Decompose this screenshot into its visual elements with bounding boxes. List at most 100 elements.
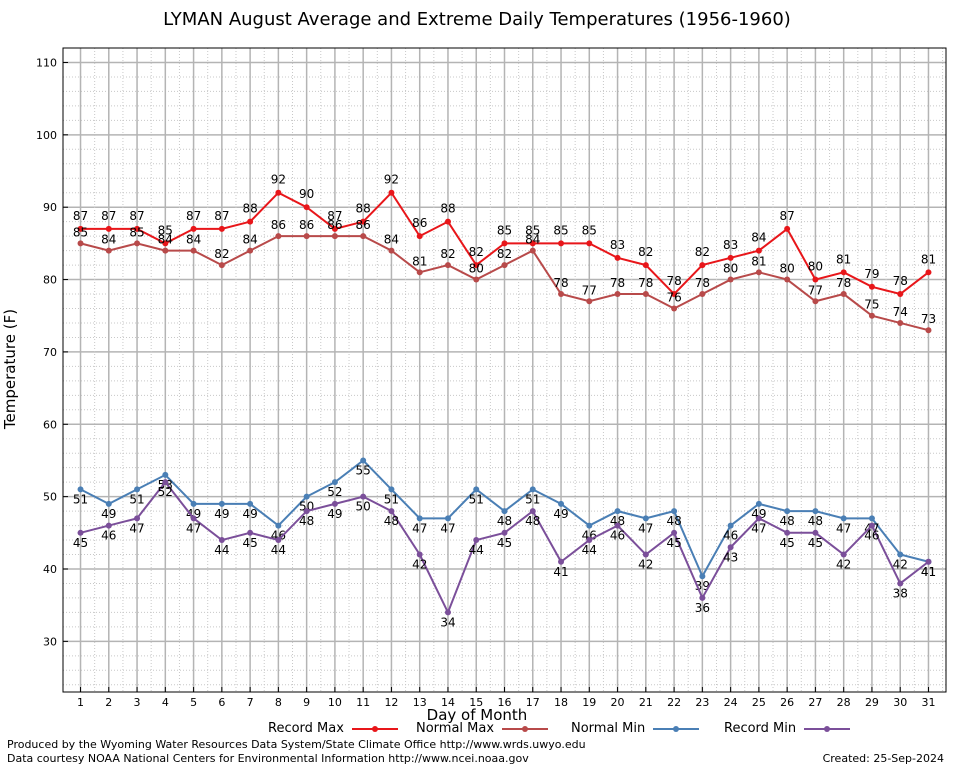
data-label: 88 [440,202,455,216]
data-point [388,189,395,196]
legend-swatch-icon [351,725,398,732]
data-label: 45 [497,536,512,550]
data-point [247,247,254,254]
data-label: 55 [356,463,371,477]
data-point [501,508,508,515]
data-point [473,276,480,283]
x-tick-label: 29 [865,696,879,709]
data-point [558,558,565,565]
created-date: Created: 25-Sep-2024 [822,752,944,765]
x-tick-label: 21 [639,696,653,709]
data-point [416,269,423,276]
y-tick-label: 30 [43,635,57,648]
y-tick-label: 100 [36,129,57,142]
data-point [331,225,338,232]
data-label: 80 [780,262,795,276]
data-label: 86 [299,218,314,232]
data-point [218,262,225,269]
data-label: 78 [836,276,851,290]
data-label: 47 [129,521,144,535]
data-point [162,479,169,486]
data-point [586,522,593,529]
x-tick-label: 11 [356,696,370,709]
x-tick-label: 5 [190,696,197,709]
data-label: 86 [412,216,427,230]
data-label: 85 [73,225,88,239]
data-point [247,218,254,225]
legend-item-normal-min: Normal Min [571,721,701,736]
data-label: 78 [638,276,653,290]
data-point [416,551,423,558]
data-point [275,522,282,529]
data-point [812,508,819,515]
data-label: 87 [129,209,144,223]
legend-swatch-icon [804,725,851,732]
data-label: 52 [158,485,173,499]
x-tick-label: 30 [893,696,907,709]
data-label: 49 [553,507,568,521]
data-label: 87 [780,209,795,223]
data-label: 84 [186,233,201,247]
x-tick-label: 16 [498,696,512,709]
data-label: 46 [610,529,625,543]
data-label: 76 [666,290,681,304]
data-label: 92 [384,173,399,187]
data-label: 87 [186,209,201,223]
data-point [727,544,734,551]
data-point [558,240,565,247]
data-point [671,291,678,298]
data-label: 84 [158,233,173,247]
data-point [360,457,367,464]
legend-swatch-icon [502,725,549,732]
data-point [444,609,451,616]
data-label: 82 [638,245,653,259]
data-point [727,276,734,283]
data-point [388,247,395,254]
data-label: 41 [921,565,936,579]
data-point [303,233,310,240]
x-tick-label: 28 [837,696,851,709]
x-tick-label: 2 [105,696,112,709]
y-tick-label: 70 [43,346,57,359]
data-point [501,240,508,247]
data-point [247,500,254,507]
data-point [444,515,451,522]
data-label: 85 [497,223,512,237]
data-label: 81 [751,254,766,268]
legend-item-record-max: Record Max [268,721,400,736]
data-label: 75 [864,298,879,312]
data-point [727,254,734,261]
data-label: 47 [412,521,427,535]
data-label: 83 [723,238,738,252]
data-label: 82 [214,247,229,261]
data-point [473,537,480,544]
data-label: 47 [638,521,653,535]
data-label: 44 [582,543,597,557]
data-point [190,515,197,522]
data-point [812,529,819,536]
data-point [162,247,169,254]
data-label: 51 [73,492,88,506]
data-point [925,327,932,334]
data-label: 44 [469,543,484,557]
data-label: 45 [242,536,257,550]
data-point [925,269,932,276]
data-point [671,305,678,312]
data-label: 87 [73,209,88,223]
data-point [642,262,649,269]
data-point [77,486,84,493]
x-tick-label: 27 [808,696,822,709]
data-point [868,522,875,529]
data-label: 84 [101,233,116,247]
x-tick-label: 9 [303,696,310,709]
data-point [331,500,338,507]
data-point [897,291,904,298]
legend-item-record-min: Record Min [724,721,852,736]
data-point [275,233,282,240]
x-tick-label: 15 [469,696,483,709]
data-label: 88 [356,202,371,216]
data-point [868,283,875,290]
data-point [247,529,254,536]
data-label: 78 [610,276,625,290]
